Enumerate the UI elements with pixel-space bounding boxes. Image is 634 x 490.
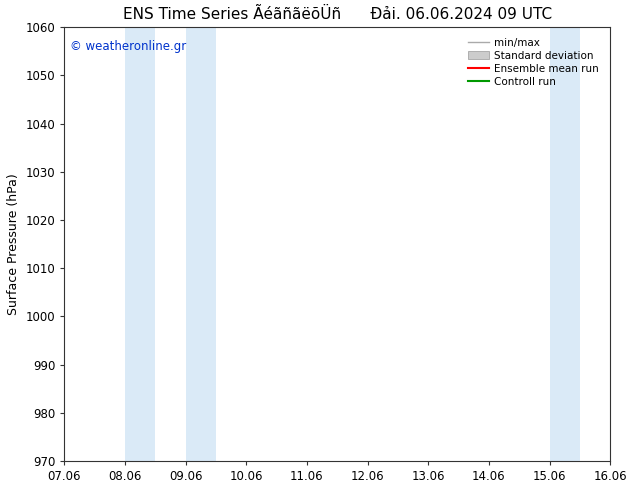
Title: ENS Time Series ÃéãñãëõÜñ      Đải. 06.06.2024 09 UTC: ENS Time Series ÃéãñãëõÜñ Đải. 06.06.202… [123,7,552,22]
Legend: min/max, Standard deviation, Ensemble mean run, Controll run: min/max, Standard deviation, Ensemble me… [465,35,602,90]
Bar [125,27,155,461]
Bar [550,27,580,461]
Y-axis label: Surface Pressure (hPa): Surface Pressure (hPa) [7,173,20,315]
Bar [186,27,216,461]
Text: © weatheronline.gr: © weatheronline.gr [70,40,186,53]
Bar [611,27,634,461]
